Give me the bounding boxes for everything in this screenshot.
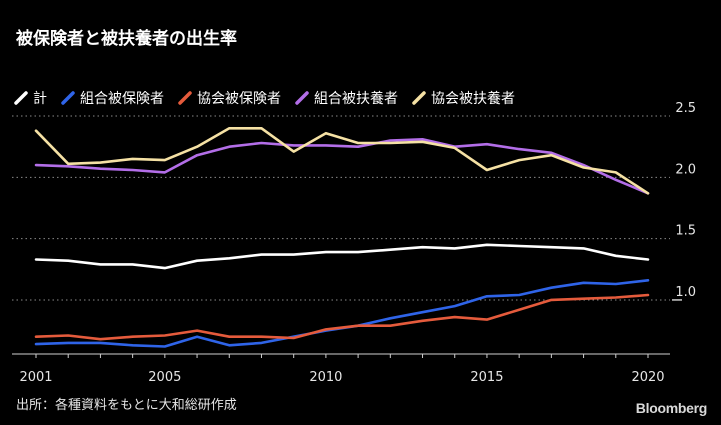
y-tick-label: 1.5 (675, 224, 696, 239)
legend-swatch-kyokai-dependent (412, 91, 426, 105)
legend-item-kyokai-dependent: 協会被扶養者 (412, 88, 515, 108)
y-tick-label: 1.0 (675, 285, 696, 300)
legend-item-kyokai-insured: 協会被保険者 (178, 88, 281, 108)
series-line-kyokai-dependent (34, 127, 650, 195)
legend-label-kyokai-dependent: 協会被扶養者 (431, 91, 515, 107)
legend-swatch-total (14, 91, 28, 105)
legend-label-kyokai-insured: 協会被保険者 (197, 91, 281, 107)
chart-legend: 計 組合被保険者 協会被保険者 組合被扶養者 協会被扶養者 (14, 88, 515, 108)
legend-swatch-kyokai-insured (178, 91, 192, 105)
legend-label-kumiai-insured: 組合被保険者 (80, 91, 164, 107)
x-tick-label: 2015 (470, 370, 503, 385)
legend-label-total: 計 (33, 91, 47, 107)
legend-item-kumiai-dependent: 組合被扶養者 (295, 88, 398, 108)
series-line-kumiai-dependent (34, 138, 650, 195)
legend-label-kumiai-dependent: 組合被扶養者 (314, 91, 398, 107)
x-tick-label: 2001 (19, 370, 52, 385)
y-tick-label: 2.0 (675, 162, 696, 177)
legend-item-total: 計 (14, 88, 47, 108)
x-tick-label: 2020 (631, 370, 664, 385)
y-tick-label: 2.5 (675, 101, 696, 116)
series-line-total (34, 243, 650, 270)
x-tick-label: 2010 (309, 370, 342, 385)
chart-title: 被保険者と被扶養者の出生率 (16, 29, 237, 49)
legend-swatch-kumiai-dependent (295, 91, 309, 105)
legend-item-kumiai-insured: 組合被保険者 (61, 88, 164, 108)
legend-swatch-kumiai-insured (61, 91, 75, 105)
bloomberg-logo: Bloomberg (635, 400, 708, 416)
series-line-kyokai-insured (34, 293, 650, 341)
source-note: 出所：各種資料をもとに大和総研作成 (16, 398, 237, 413)
x-tick-label: 2005 (148, 370, 181, 385)
